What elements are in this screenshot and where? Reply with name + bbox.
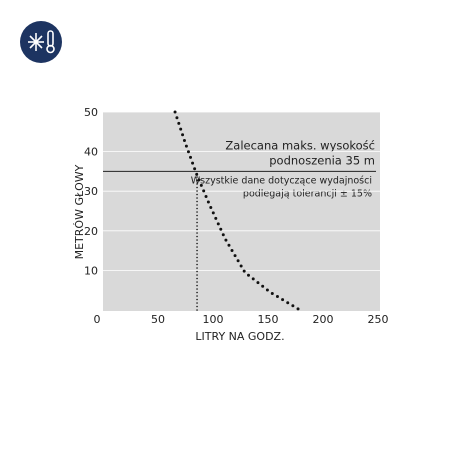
annotation: Zalecana maks. wysokość (225, 139, 375, 153)
x-tick-label: 50 (151, 313, 165, 326)
icon (20, 21, 62, 63)
y-tick-label: 20 (84, 225, 98, 238)
y-tick-label: 40 (84, 146, 98, 159)
x-tick-label: 150 (258, 313, 279, 326)
annotation: Wszystkie dane dotyczące wydajności (191, 176, 372, 187)
annotation: podlegają tolerancji ± 15% (243, 189, 372, 200)
x-tick-label: 200 (313, 313, 334, 326)
y-axis-label: METRÓW GŁOWY (73, 164, 86, 259)
x-tick-label: 0 (94, 313, 101, 326)
plot-area (103, 112, 380, 311)
x-tick-label: 100 (203, 313, 224, 326)
y-tick-label: 50 (84, 106, 98, 119)
x-tick-label: 250 (368, 313, 389, 326)
y-tick-label: 30 (84, 185, 98, 198)
y-tick-label: 10 (84, 264, 98, 277)
x-axis-label: LITRY NA GODZ. (195, 330, 284, 343)
annotation: podnoszenia 35 m (269, 154, 375, 168)
